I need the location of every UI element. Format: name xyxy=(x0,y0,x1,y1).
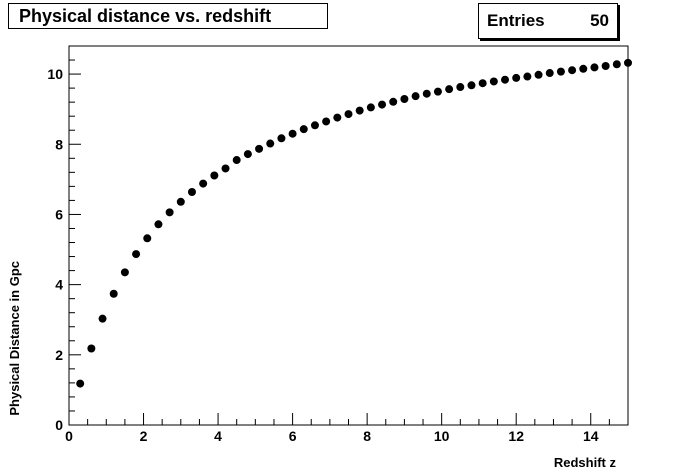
data-point xyxy=(612,60,621,69)
data-point xyxy=(545,69,554,78)
stats-entries-label: Entries xyxy=(487,11,545,30)
chart-title: Physical distance vs. redshift xyxy=(8,3,328,29)
data-point xyxy=(109,289,118,298)
y-tick-label: 2 xyxy=(55,347,63,363)
data-point xyxy=(590,63,599,72)
y-tick-label: 8 xyxy=(55,136,63,152)
data-point xyxy=(266,139,275,148)
data-point xyxy=(467,81,476,90)
x-tick-label: 8 xyxy=(363,428,371,444)
x-tick-label: 4 xyxy=(214,428,222,444)
y-axis-title: Physical Distance in Gpc xyxy=(7,261,22,416)
data-point xyxy=(187,187,196,196)
data-point xyxy=(579,64,588,73)
y-tick-label: 4 xyxy=(55,277,63,293)
data-point xyxy=(411,92,420,101)
data-point xyxy=(433,87,442,96)
data-point xyxy=(154,220,163,229)
data-point xyxy=(199,179,208,188)
data-point xyxy=(299,125,308,134)
data-point xyxy=(422,89,431,98)
data-point xyxy=(556,67,565,76)
data-point xyxy=(501,75,510,84)
data-point xyxy=(512,73,521,82)
stats-box: Entries 50 xyxy=(478,3,618,39)
data-point xyxy=(344,110,353,119)
data-point xyxy=(333,113,342,122)
data-point xyxy=(132,250,141,259)
y-tick-label: 0 xyxy=(55,417,63,433)
data-point xyxy=(478,79,487,88)
data-point xyxy=(165,208,174,217)
x-tick-label: 12 xyxy=(508,428,524,444)
data-point xyxy=(176,197,185,206)
x-tick-label: 14 xyxy=(583,428,599,444)
data-point xyxy=(389,97,398,106)
data-point xyxy=(445,85,454,94)
data-point xyxy=(624,58,632,67)
data-point xyxy=(210,171,219,180)
data-point xyxy=(601,62,610,71)
data-point xyxy=(288,129,297,138)
y-tick-label: 10 xyxy=(47,66,63,82)
x-tick-label: 0 xyxy=(65,428,73,444)
data-point xyxy=(523,72,532,81)
data-point xyxy=(120,268,129,277)
data-point xyxy=(98,314,107,323)
data-point xyxy=(456,83,465,92)
data-point xyxy=(277,134,286,143)
x-tick-label: 2 xyxy=(140,428,148,444)
x-tick-label: 6 xyxy=(289,428,297,444)
data-point xyxy=(221,164,230,173)
data-point xyxy=(232,156,241,165)
data-point xyxy=(355,106,364,115)
data-point xyxy=(534,70,543,79)
data-point xyxy=(87,344,96,353)
x-tick-label: 10 xyxy=(434,428,450,444)
plot-frame xyxy=(68,45,629,426)
y-tick-label: 6 xyxy=(55,206,63,222)
data-point xyxy=(76,379,85,388)
data-point xyxy=(366,103,375,112)
data-point xyxy=(310,121,319,130)
data-point xyxy=(143,234,152,243)
data-point xyxy=(568,66,577,75)
data-point xyxy=(322,117,331,126)
data-point xyxy=(400,94,409,103)
data-point xyxy=(489,77,498,86)
x-axis-title: Redshift z xyxy=(554,455,617,470)
data-point xyxy=(243,150,252,159)
stats-entries-value: 50 xyxy=(590,11,609,30)
data-point xyxy=(255,144,264,153)
data-point xyxy=(378,100,387,109)
